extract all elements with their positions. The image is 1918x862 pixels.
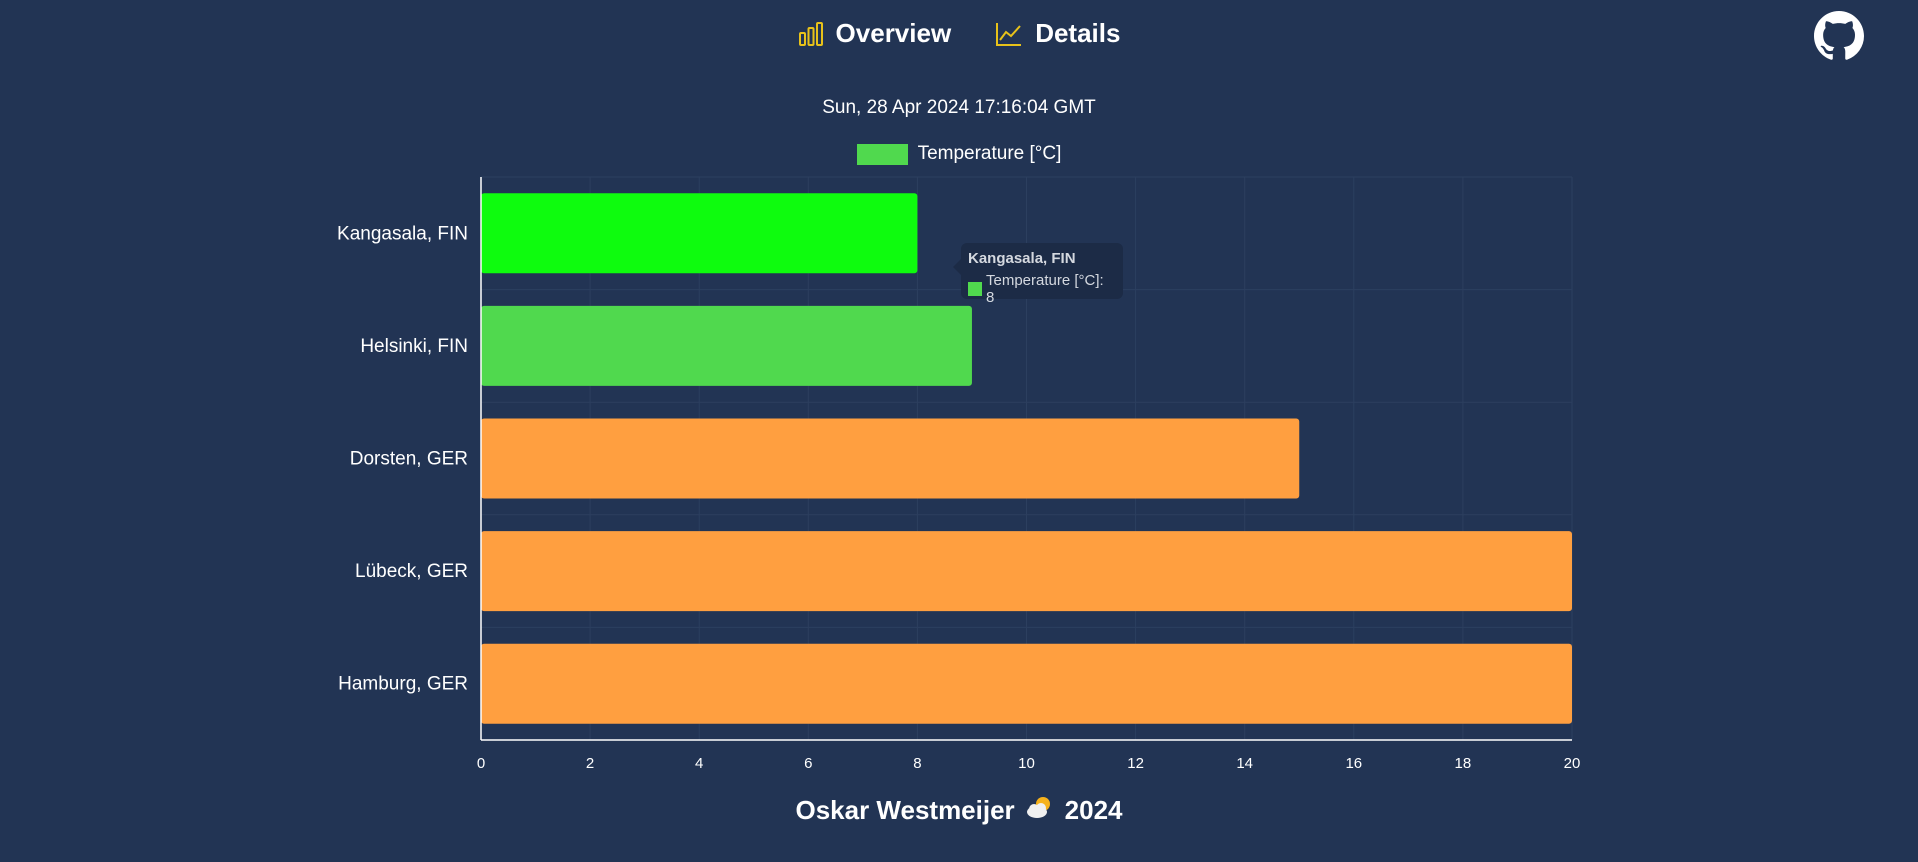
y-tick-label: Kangasala, FIN xyxy=(337,223,468,244)
x-tick-label: 18 xyxy=(1455,755,1472,772)
y-tick-label: Helsinki, FIN xyxy=(360,336,468,357)
bar[interactable] xyxy=(481,418,1300,499)
footer: Oskar Westmeijer 2024 xyxy=(0,794,1918,827)
timestamp: Sun, 28 Apr 2024 17:16:04 GMT xyxy=(822,97,1096,118)
nav-details-label: Details xyxy=(1035,18,1121,48)
x-tick-label: 8 xyxy=(913,755,921,772)
sun-behind-cloud-icon xyxy=(1025,794,1055,827)
x-tick-label: 4 xyxy=(695,755,703,772)
footer-author: Oskar Westmeijer xyxy=(795,795,1015,825)
nav-overview[interactable]: Overview xyxy=(798,18,952,49)
chart-tooltip: Kangasala, FIN Temperature [°C]: 8 xyxy=(953,243,1123,306)
bar[interactable] xyxy=(481,193,918,274)
tooltip-swatch xyxy=(968,282,982,296)
bar-chart-icon xyxy=(798,21,824,47)
tooltip-text: Temperature [°C]: 8 xyxy=(985,272,1104,306)
bar[interactable] xyxy=(481,643,1572,724)
nav-overview-label: Overview xyxy=(835,18,952,48)
github-icon[interactable] xyxy=(1814,11,1864,61)
x-tick-label: 6 xyxy=(804,755,812,772)
bar[interactable] xyxy=(481,305,972,386)
legend-label: Temperature [°C] xyxy=(917,143,1062,164)
nav-details[interactable]: Details xyxy=(995,18,1120,49)
x-tick-label: 10 xyxy=(1018,755,1035,772)
y-tick-label: Dorsten, GER xyxy=(350,449,468,470)
x-tick-label: 0 xyxy=(477,755,485,772)
bar-chart: Kangasala, FIN Helsinki, FIN Dorsten, GER L… xyxy=(337,176,1581,772)
x-tick-label: 16 xyxy=(1345,755,1362,772)
x-tick-label: 14 xyxy=(1236,755,1253,772)
y-tick-label: Lübeck, GER xyxy=(355,561,468,582)
line-chart-icon xyxy=(995,21,1023,47)
top-nav: Overview Details xyxy=(0,18,1918,49)
x-tick-label: 20 xyxy=(1564,755,1581,772)
footer-year: 2024 xyxy=(1064,795,1123,825)
tooltip-title: Kangasala, FIN xyxy=(968,250,1076,267)
tooltip-row: Temperature [°C]: 8 xyxy=(968,272,1116,306)
x-tick-label: 2 xyxy=(586,755,594,772)
y-tick-label: Hamburg, GER xyxy=(338,674,468,695)
legend-swatch xyxy=(856,143,908,165)
x-tick-label: 12 xyxy=(1127,755,1144,772)
chart-legend[interactable]: Temperature [°C] xyxy=(0,143,1918,165)
bar[interactable] xyxy=(481,531,1572,612)
